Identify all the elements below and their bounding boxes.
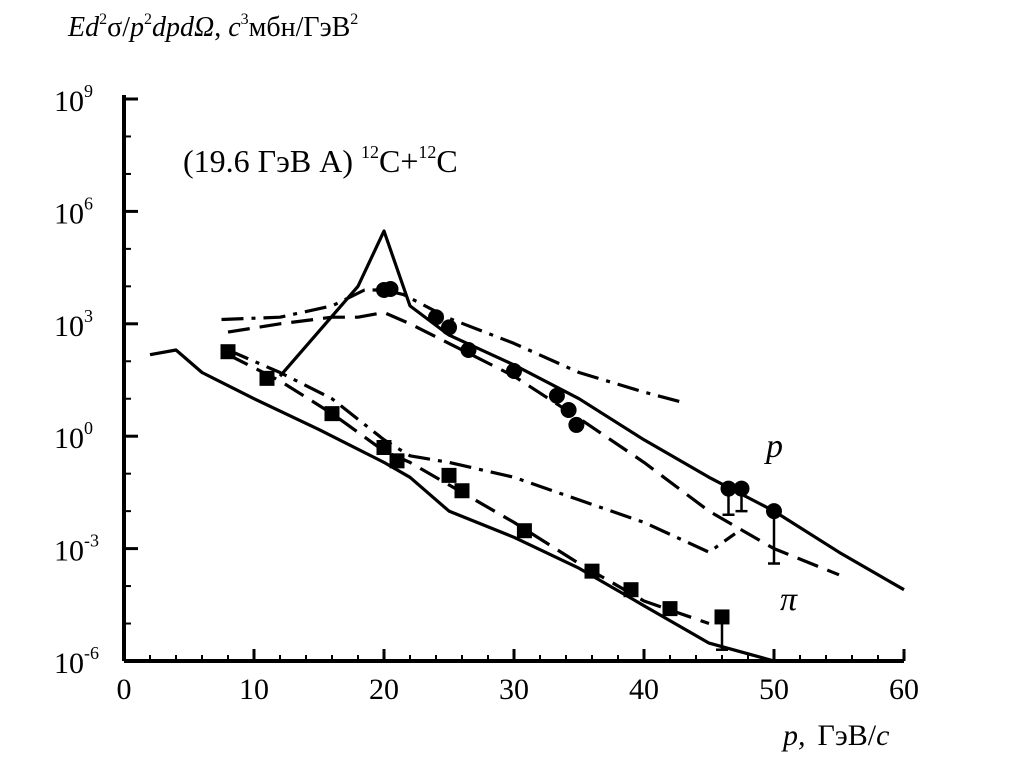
x-tick-label-2: 20 xyxy=(369,673,399,706)
y-tick-label-2: 103 xyxy=(54,306,93,343)
series-label-proton: p xyxy=(764,428,783,465)
curve-dashdot-3 xyxy=(221,288,684,404)
x-tick-label-5: 50 xyxy=(759,673,789,706)
data-point-circle xyxy=(560,402,577,419)
y-tick-label-4: 10-3 xyxy=(54,531,99,568)
plot-area xyxy=(149,229,905,663)
data-point-square xyxy=(220,344,236,360)
curve-dashdot-6 xyxy=(227,348,736,554)
y-tick-label-3: 100 xyxy=(54,418,93,455)
curve-dashed-7 xyxy=(227,353,710,626)
curve-solid-5 xyxy=(149,348,775,663)
data-point-square xyxy=(662,601,678,617)
data-point-square xyxy=(259,370,275,386)
x-tick-label-3: 30 xyxy=(499,673,529,706)
data-point-square xyxy=(441,467,457,483)
data-point-circle xyxy=(548,387,565,404)
data-point-square xyxy=(376,439,392,455)
data-point-square xyxy=(324,406,340,422)
y-tick-label-0: 109 xyxy=(54,81,93,118)
x-tick-label-1: 10 xyxy=(239,673,269,706)
data-point-square xyxy=(584,563,600,579)
data-point-circle xyxy=(382,280,399,297)
data-point-circle xyxy=(568,416,585,433)
data-point-circle xyxy=(720,480,737,497)
data-point-circle xyxy=(733,480,750,497)
data-point-circle xyxy=(460,341,477,358)
y-axis-title: Ed2σ/p2dpdΩ, c3мбн/ГэВ2 xyxy=(67,11,358,43)
y-tick-label-5: 10-6 xyxy=(54,643,99,680)
x-tick-label-6: 60 xyxy=(889,673,919,706)
y-tick-label-1: 106 xyxy=(54,193,93,230)
data-point-circle xyxy=(428,309,444,326)
curve-solid-2 xyxy=(278,229,905,592)
data-point-circle xyxy=(766,503,782,520)
x-tick-label-0: 0 xyxy=(117,673,132,706)
data-point-square xyxy=(389,453,405,469)
data-point-circle xyxy=(441,319,457,336)
data-point-square xyxy=(516,523,532,539)
axes: 0 10 20 30 40 50 60 109 106 103 100 10-3 10-6 xyxy=(54,81,919,706)
x-tick-label-4: 40 xyxy=(629,673,659,706)
curve-dashed-4 xyxy=(227,310,840,577)
data-point-square xyxy=(454,483,470,499)
x-axis-title: p, ГэВ/c xyxy=(781,719,889,752)
series-label-pion: π xyxy=(780,581,798,618)
reaction-annotation: (19.6 ГэВ A) 12C+12C xyxy=(183,142,458,179)
data-point-circle xyxy=(506,362,522,379)
data-point-square xyxy=(623,582,639,598)
data-point-square xyxy=(714,609,730,625)
